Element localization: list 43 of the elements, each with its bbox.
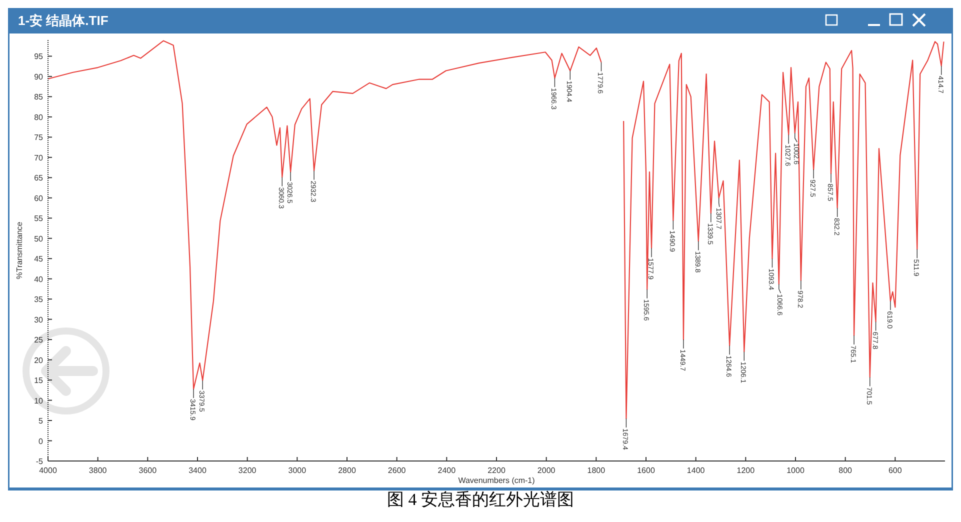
y-tick-label: 30 — [34, 315, 44, 324]
y-tick-label: 40 — [34, 274, 44, 284]
y-tick-label: 10 — [34, 396, 44, 406]
x-tick-label: 2200 — [488, 466, 506, 475]
x-tick-label: 2000 — [537, 466, 556, 475]
y-tick-label: 65 — [34, 174, 44, 183]
y-tick-label: 50 — [34, 234, 44, 244]
y-tick-label: 85 — [34, 92, 44, 102]
y-tick-label: 70 — [34, 153, 44, 162]
y-tick-label: 95 — [34, 52, 44, 62]
y-tick-label: 15 — [34, 376, 44, 386]
x-tick-label: 2400 — [438, 466, 456, 475]
x-tick-label: 3200 — [238, 466, 257, 475]
x-tick-label: 4000 — [39, 466, 58, 475]
y-tick-label: 0 — [38, 436, 44, 446]
x-tick-label: 3600 — [138, 466, 158, 475]
x-tick-label: 600 — [888, 466, 902, 475]
y-tick-label: 60 — [34, 194, 44, 203]
y-tick-label: 25 — [34, 336, 44, 345]
x-tick-label: 1000 — [786, 466, 805, 475]
x-tick-label: 3000 — [288, 466, 307, 475]
y-axis-title: %Transmittance — [15, 221, 24, 280]
x-axis-title: Wavenumbers (cm-1) — [458, 476, 536, 485]
y-tick-label: 45 — [34, 254, 44, 264]
caption: 图 4 安息香的红外光谱图 — [387, 490, 574, 509]
y-tick-label: -5 — [36, 457, 44, 466]
y-tick-label: 55 — [34, 214, 44, 224]
x-tick-label: 1200 — [736, 466, 756, 475]
x-tick-label: 1800 — [587, 466, 606, 475]
x-tick-label: 2600 — [388, 466, 406, 475]
x-tick-label: 2800 — [338, 466, 356, 475]
y-tick-label: 80 — [34, 112, 44, 122]
x-tick-label: 3400 — [188, 466, 207, 475]
y-tick-label: 5 — [38, 416, 44, 426]
x-tick-label: 1600 — [637, 466, 656, 475]
y-tick-label: 35 — [34, 295, 44, 304]
chart-title: 1-安 结晶体.TIF — [18, 13, 108, 28]
x-tick-label: 800 — [838, 466, 853, 475]
x-tick-label: 1400 — [686, 466, 706, 475]
y-tick-label: 90 — [34, 72, 44, 82]
y-tick-label: 75 — [34, 133, 44, 142]
x-tick-label: 3800 — [88, 466, 108, 475]
y-tick-label: 20 — [34, 356, 44, 365]
